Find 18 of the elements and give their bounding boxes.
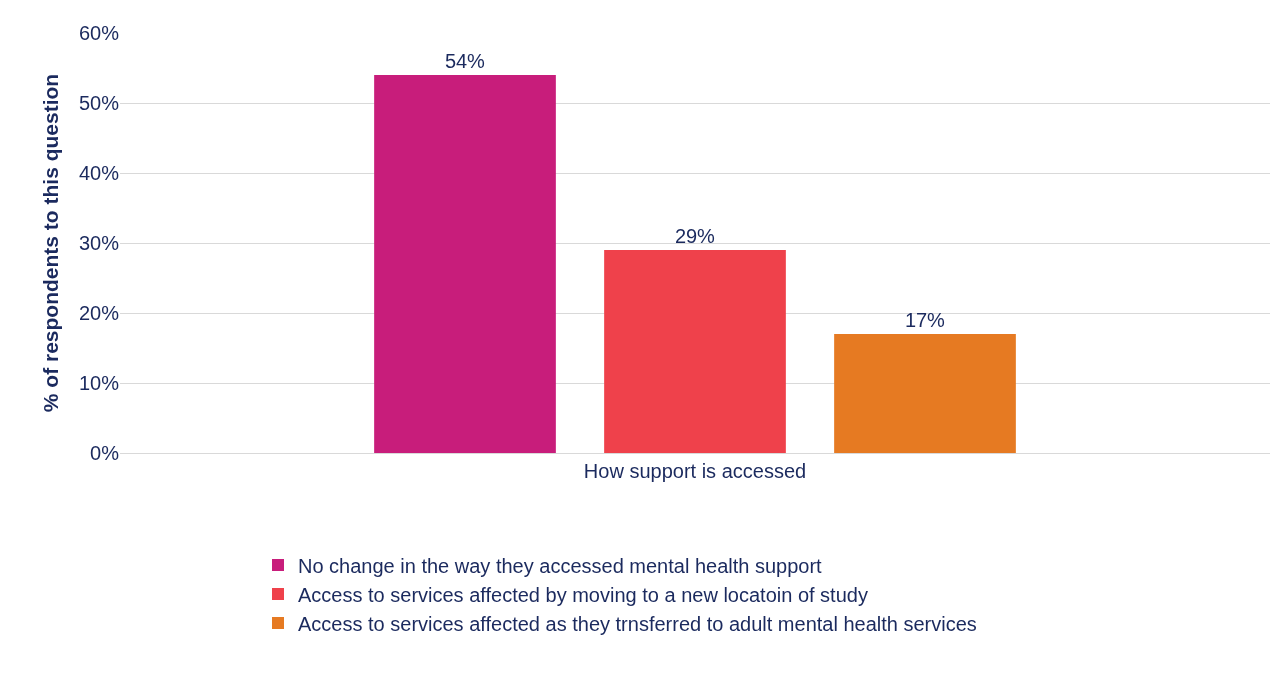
x-tick-label: How support is accessed bbox=[583, 460, 807, 482]
y-tick-label: 10% bbox=[78, 372, 120, 394]
y-tick-label: 40% bbox=[78, 162, 120, 184]
y-tick-label: 60% bbox=[78, 22, 120, 44]
y-axis-title: % of respondents to this question bbox=[39, 73, 63, 413]
y-tick-label: 0% bbox=[90, 442, 120, 464]
bar bbox=[374, 75, 556, 453]
legend-label: No change in the way they accessed mental health support bbox=[298, 554, 823, 577]
y-tick-label: 30% bbox=[78, 232, 120, 254]
y-tick-label: 20% bbox=[78, 302, 120, 324]
bar bbox=[834, 334, 1016, 453]
y-tick-label: 50% bbox=[78, 92, 120, 114]
data-label: 54% bbox=[444, 50, 486, 72]
data-label: 17% bbox=[904, 309, 946, 331]
legend-label: Access to services affected by moving to a new locatoin of study bbox=[298, 583, 868, 606]
legend-label: Access to services affected as they trnsferred to adult mental health services bbox=[298, 612, 977, 635]
bar bbox=[604, 250, 786, 453]
data-label: 29% bbox=[674, 225, 716, 247]
